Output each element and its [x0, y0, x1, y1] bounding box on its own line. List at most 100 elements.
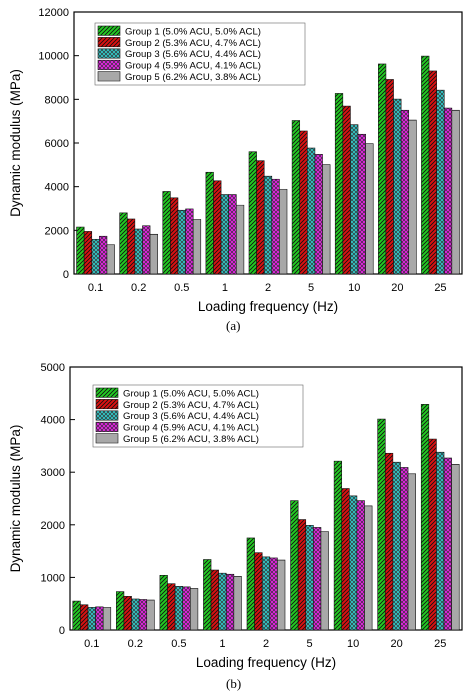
bar [254, 552, 263, 631]
bar [210, 569, 219, 631]
bar [192, 219, 202, 275]
bar [228, 194, 237, 275]
y-tick-label: 5000 [41, 362, 65, 374]
bar [95, 606, 104, 631]
legend-label: Group 5 (6.2% ACU, 3.8% ACL) [125, 72, 261, 83]
y-tick-label: 4000 [45, 182, 69, 194]
bar [277, 559, 286, 631]
y-tick-label: 0 [59, 625, 65, 637]
bar [177, 209, 186, 275]
bar [134, 228, 143, 275]
x-tick-label: 25 [434, 282, 446, 294]
panel-label-b: (b) [226, 676, 242, 691]
y-tick-label: 6000 [45, 138, 69, 150]
bar [313, 527, 322, 631]
bar [393, 98, 402, 275]
bar [205, 171, 214, 275]
x-tick-label: 1 [222, 282, 228, 294]
y-axis-label: Dynamic modulus (MPa) [8, 425, 23, 573]
y-tick-label: 12000 [38, 7, 69, 19]
bar [261, 556, 271, 631]
y-tick-label: 0 [63, 269, 69, 281]
bar [407, 473, 416, 631]
bar [307, 147, 316, 275]
bar [246, 537, 255, 631]
legend-box [92, 384, 304, 448]
bar [357, 133, 366, 275]
x-tick-label: 2 [263, 638, 269, 650]
bar [334, 93, 344, 275]
legend-swatch [95, 387, 119, 398]
bar [349, 495, 358, 631]
legend-label: Group 1 (5.0% ACU, 5.0% ACL) [125, 26, 261, 37]
bar [377, 418, 386, 631]
bar [83, 231, 93, 275]
x-tick-label: 0.1 [88, 282, 103, 294]
legend-label: Group 2 (5.3% ACU, 4.7% ACL) [125, 38, 261, 49]
x-tick-label: 1 [219, 638, 225, 650]
bar [131, 598, 140, 631]
bar [299, 130, 308, 275]
legend-label: Group 4 (5.9% ACU, 4.1% ACL) [123, 423, 259, 434]
bar [333, 460, 343, 631]
legend-box [94, 22, 306, 86]
bar [80, 604, 89, 631]
bar [305, 525, 314, 631]
legend-swatch [97, 59, 121, 70]
bar [378, 63, 387, 275]
bar [146, 599, 155, 631]
x-tick-label: 20 [391, 638, 403, 650]
bar [72, 600, 81, 631]
legend-swatch [97, 48, 121, 59]
x-tick-label: 0.2 [128, 638, 143, 650]
bar [203, 559, 212, 631]
bar [392, 461, 401, 631]
bar [233, 576, 242, 631]
bar [182, 586, 191, 631]
bar [436, 89, 445, 275]
bar [102, 607, 112, 631]
legend: Group 1 (5.0% ACU, 5.0% ACL)Group 2 (5.3… [94, 22, 306, 86]
bar [297, 519, 307, 631]
legend-label: Group 3 (5.6% ACU, 4.4% ACL) [123, 411, 259, 422]
bar [385, 79, 394, 275]
bar [106, 244, 115, 275]
bar [400, 467, 409, 631]
legend-swatch [95, 433, 119, 444]
bar [341, 488, 350, 631]
bar [123, 596, 132, 631]
bar [269, 557, 278, 631]
bar [225, 573, 235, 631]
bar [384, 452, 394, 631]
bar [451, 464, 460, 631]
x-tick-label: 10 [348, 282, 360, 294]
legend-label: Group 5 (6.2% ACU, 3.8% ACL) [123, 434, 259, 445]
bar [400, 109, 410, 275]
bar [436, 451, 445, 631]
bar [99, 235, 108, 275]
y-tick-label: 8000 [45, 94, 69, 106]
legend-swatch [97, 37, 121, 48]
panel-label-a: (a) [226, 318, 241, 333]
x-tick-label: 2 [265, 282, 271, 294]
bar [342, 105, 351, 275]
bar [314, 154, 323, 275]
y-tick-label: 3000 [41, 467, 65, 479]
bar [364, 505, 373, 631]
y-axis-label: Dynamic modulus (MPa) [8, 69, 23, 217]
bar [428, 438, 437, 631]
bar [218, 572, 227, 631]
bar [91, 238, 100, 275]
bar [142, 225, 151, 275]
bar [119, 212, 128, 275]
y-tick-label: 4000 [41, 415, 65, 427]
bar [263, 175, 273, 275]
x-tick-label: 0.1 [84, 638, 99, 650]
x-axis-label: Loading frequency (Hz) [196, 655, 336, 670]
legend-label: Group 3 (5.6% ACU, 4.4% ACL) [125, 49, 261, 60]
bar [248, 151, 257, 275]
x-tick-label: 5 [308, 282, 314, 294]
legend-label: Group 1 (5.0% ACU, 5.0% ACL) [123, 388, 259, 399]
bar [220, 194, 229, 275]
